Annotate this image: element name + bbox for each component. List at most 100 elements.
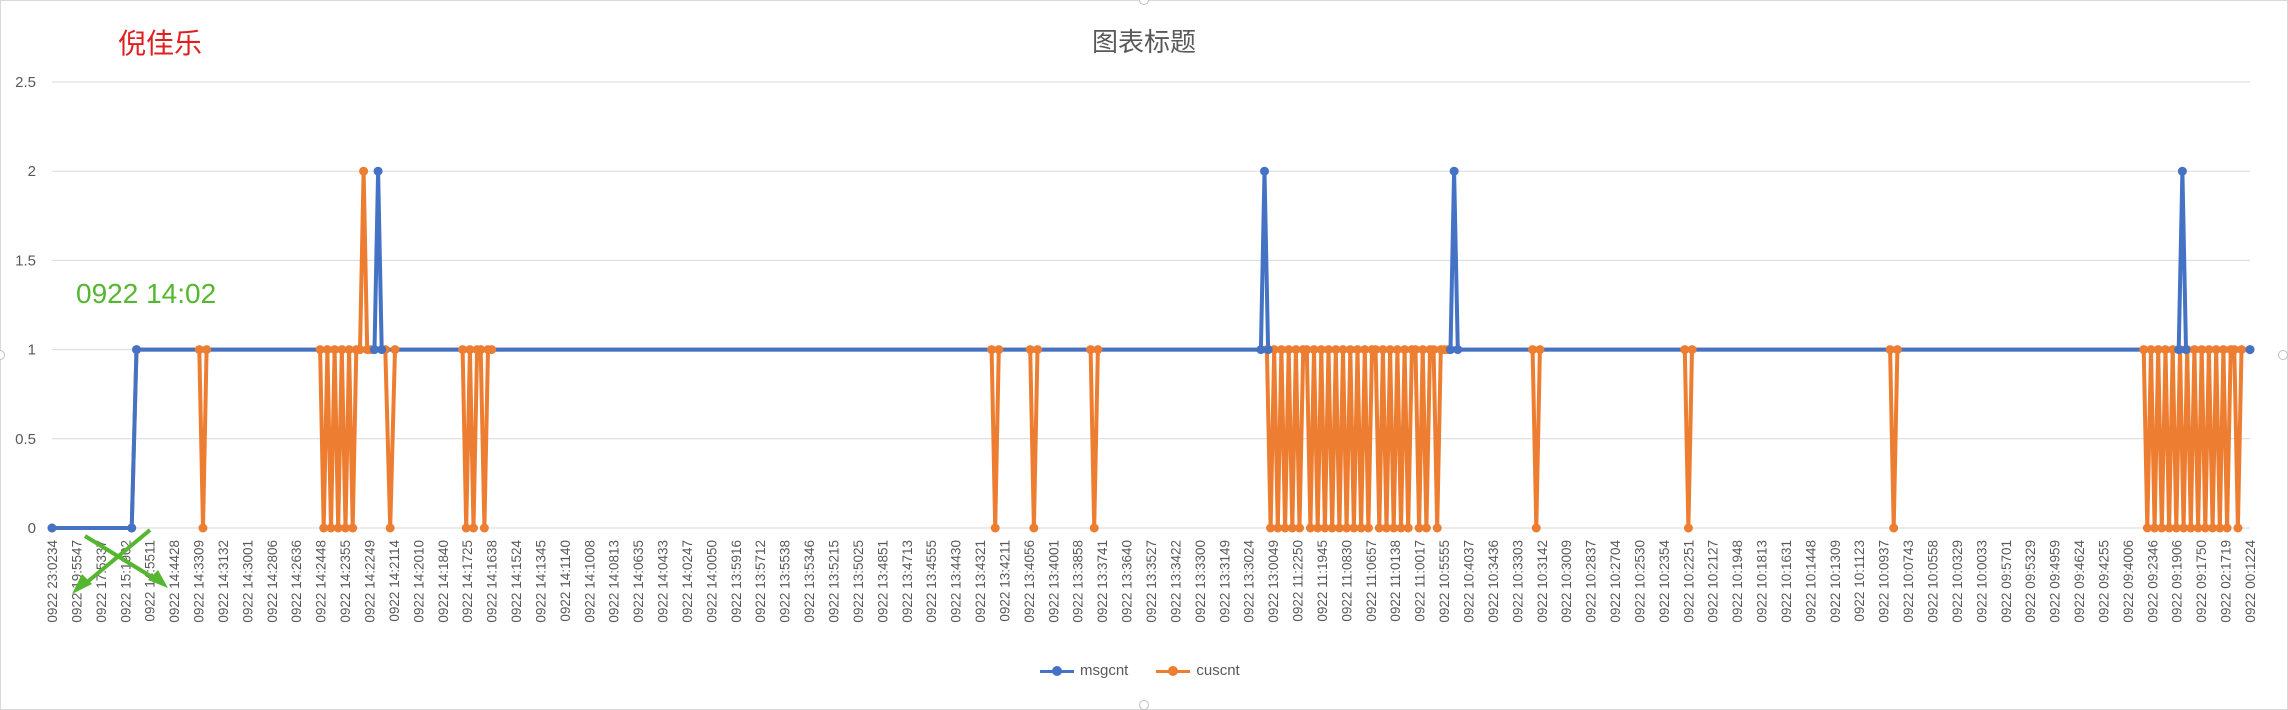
legend-item-msgcnt: msgcnt — [1040, 662, 1128, 679]
x-tick-label: 0922 13:3741 — [1095, 540, 1110, 623]
data-point-cuscnt — [1360, 345, 1370, 355]
x-tick-label: 0922 11:2250 — [1291, 540, 1306, 622]
data-point-cuscnt — [1687, 345, 1697, 355]
data-point-cuscnt — [1302, 345, 1312, 355]
y-tick-label: 2.5 — [15, 74, 36, 91]
data-point-cuscnt — [1418, 345, 1428, 355]
x-tick-label: 0922 14:0050 — [704, 540, 719, 623]
x-tick-label: 0922 14:0433 — [656, 540, 671, 623]
x-tick-label: 0922 10:1813 — [1755, 540, 1770, 623]
x-tick-label: 0922 10:4037 — [1461, 540, 1476, 623]
x-tick-label: 0922 10:2354 — [1657, 540, 1672, 623]
x-tick-label: 0922 14:1638 — [485, 540, 500, 623]
data-point-cuscnt — [385, 523, 395, 533]
data-point-cuscnt — [1414, 523, 1424, 533]
data-point-cuscnt — [2200, 523, 2210, 533]
data-point-cuscnt — [1396, 523, 1406, 533]
data-point-cuscnt — [2237, 345, 2247, 355]
arrow-stroke — [78, 528, 152, 590]
data-point-cuscnt — [2179, 523, 2189, 533]
data-point-cuscnt — [1421, 523, 1431, 533]
x-tick-label: 0922 10:1123 — [1852, 540, 1867, 622]
x-tick-label: 0922 13:4555 — [924, 540, 939, 623]
x-tick-label: 0922 14:3132 — [216, 540, 231, 623]
x-tick-label: 0922 13:3640 — [1120, 540, 1135, 623]
x-tick-label: 0922 10:1448 — [1803, 540, 1818, 623]
data-point-cuscnt — [340, 523, 350, 533]
data-point-cuscnt — [2189, 345, 2199, 355]
x-tick-label: 0922 13:3422 — [1168, 540, 1183, 623]
legend-item-cuscnt: cuscnt — [1156, 662, 1240, 679]
data-point-cuscnt — [1429, 345, 1439, 355]
data-point-cuscnt — [348, 523, 358, 533]
x-tick-label: 0922 14:0247 — [680, 540, 695, 623]
arrow-head — [72, 574, 92, 594]
data-point-cuscnt — [315, 345, 325, 355]
x-tick-label: 0922 10:0033 — [1974, 540, 1989, 623]
x-tick-label: 0922 14:4428 — [167, 540, 182, 623]
x-tick-label: 0922 23:0234 — [45, 540, 60, 623]
data-point-cuscnt — [2229, 345, 2239, 355]
data-point-msgcnt — [373, 166, 383, 176]
x-tick-label: 0922 14:1345 — [533, 540, 548, 623]
x-tick-label: 0922 02:1719 — [2219, 540, 2234, 623]
x-tick-label: 0922 10:3142 — [1535, 540, 1550, 623]
data-point-cuscnt — [2197, 345, 2207, 355]
data-point-cuscnt — [2222, 523, 2232, 533]
x-tick-label: 0922 09:1906 — [2170, 540, 2185, 623]
x-tick-label: 0922 10:3303 — [1510, 540, 1525, 623]
data-point-cuscnt — [2186, 523, 2196, 533]
data-point-cuscnt — [1295, 523, 1305, 533]
data-point-cuscnt — [1410, 345, 1420, 355]
data-point-cuscnt — [2139, 345, 2149, 355]
data-point-cuscnt — [202, 345, 212, 355]
x-tick-label: 0922 14:3001 — [240, 540, 255, 623]
data-point-cuscnt — [1389, 523, 1399, 533]
data-point-cuscnt — [476, 345, 486, 355]
data-point-cuscnt — [1291, 345, 1301, 355]
data-point-cuscnt — [1273, 523, 1283, 533]
data-point-cuscnt — [359, 166, 369, 176]
arrow-stroke — [83, 534, 162, 584]
data-point-cuscnt — [1089, 523, 1099, 533]
data-point-cuscnt — [1338, 345, 1348, 355]
x-tick-label: 0922 14:1725 — [460, 540, 475, 623]
x-tick-label: 0922 14:2355 — [338, 540, 353, 623]
data-point-cuscnt — [990, 523, 1000, 533]
data-point-cuscnt — [333, 523, 343, 533]
data-point-cuscnt — [1349, 523, 1359, 533]
data-point-cuscnt — [1266, 523, 1276, 533]
data-point-cuscnt — [330, 345, 340, 355]
data-point-cuscnt — [1374, 523, 1384, 533]
x-tick-label: 0922 10:2127 — [1706, 540, 1721, 623]
x-tick-label: 0922 13:0049 — [1266, 540, 1281, 623]
data-point-cuscnt — [1280, 523, 1290, 533]
data-point-cuscnt — [465, 345, 475, 355]
data-point-cuscnt — [1284, 345, 1294, 355]
data-point-cuscnt — [1356, 523, 1366, 533]
x-tick-label: 0922 13:4321 — [973, 540, 988, 623]
data-point-cuscnt — [1683, 523, 1693, 533]
x-tick-label: 0922 10:1631 — [1779, 540, 1794, 623]
y-tick-label: 1 — [28, 342, 36, 359]
data-point-cuscnt — [1334, 523, 1344, 533]
x-tick-label: 0922 10:2530 — [1632, 540, 1647, 623]
chart-legend: msgcnt cuscnt — [1040, 662, 1240, 679]
y-tick-label: 1.5 — [15, 252, 36, 269]
data-point-cuscnt — [487, 345, 497, 355]
series-markers — [47, 166, 2255, 533]
data-point-cuscnt — [1400, 345, 1410, 355]
data-point-cuscnt — [1025, 345, 1035, 355]
x-tick-label: 0922 17:5337 — [94, 540, 109, 623]
data-point-msgcnt — [369, 345, 379, 355]
x-tick-label: 0922 09:4624 — [2072, 540, 2087, 623]
x-tick-label: 0922 13:5916 — [729, 540, 744, 623]
data-point-msgcnt — [1449, 166, 1459, 176]
data-point-cuscnt — [1382, 523, 1391, 533]
x-tick-label: 0922 14:1008 — [582, 540, 597, 623]
data-point-cuscnt — [1885, 345, 1895, 355]
data-point-msgcnt — [377, 345, 387, 355]
data-point-cuscnt — [1320, 523, 1330, 533]
data-point-cuscnt — [1029, 523, 1039, 533]
